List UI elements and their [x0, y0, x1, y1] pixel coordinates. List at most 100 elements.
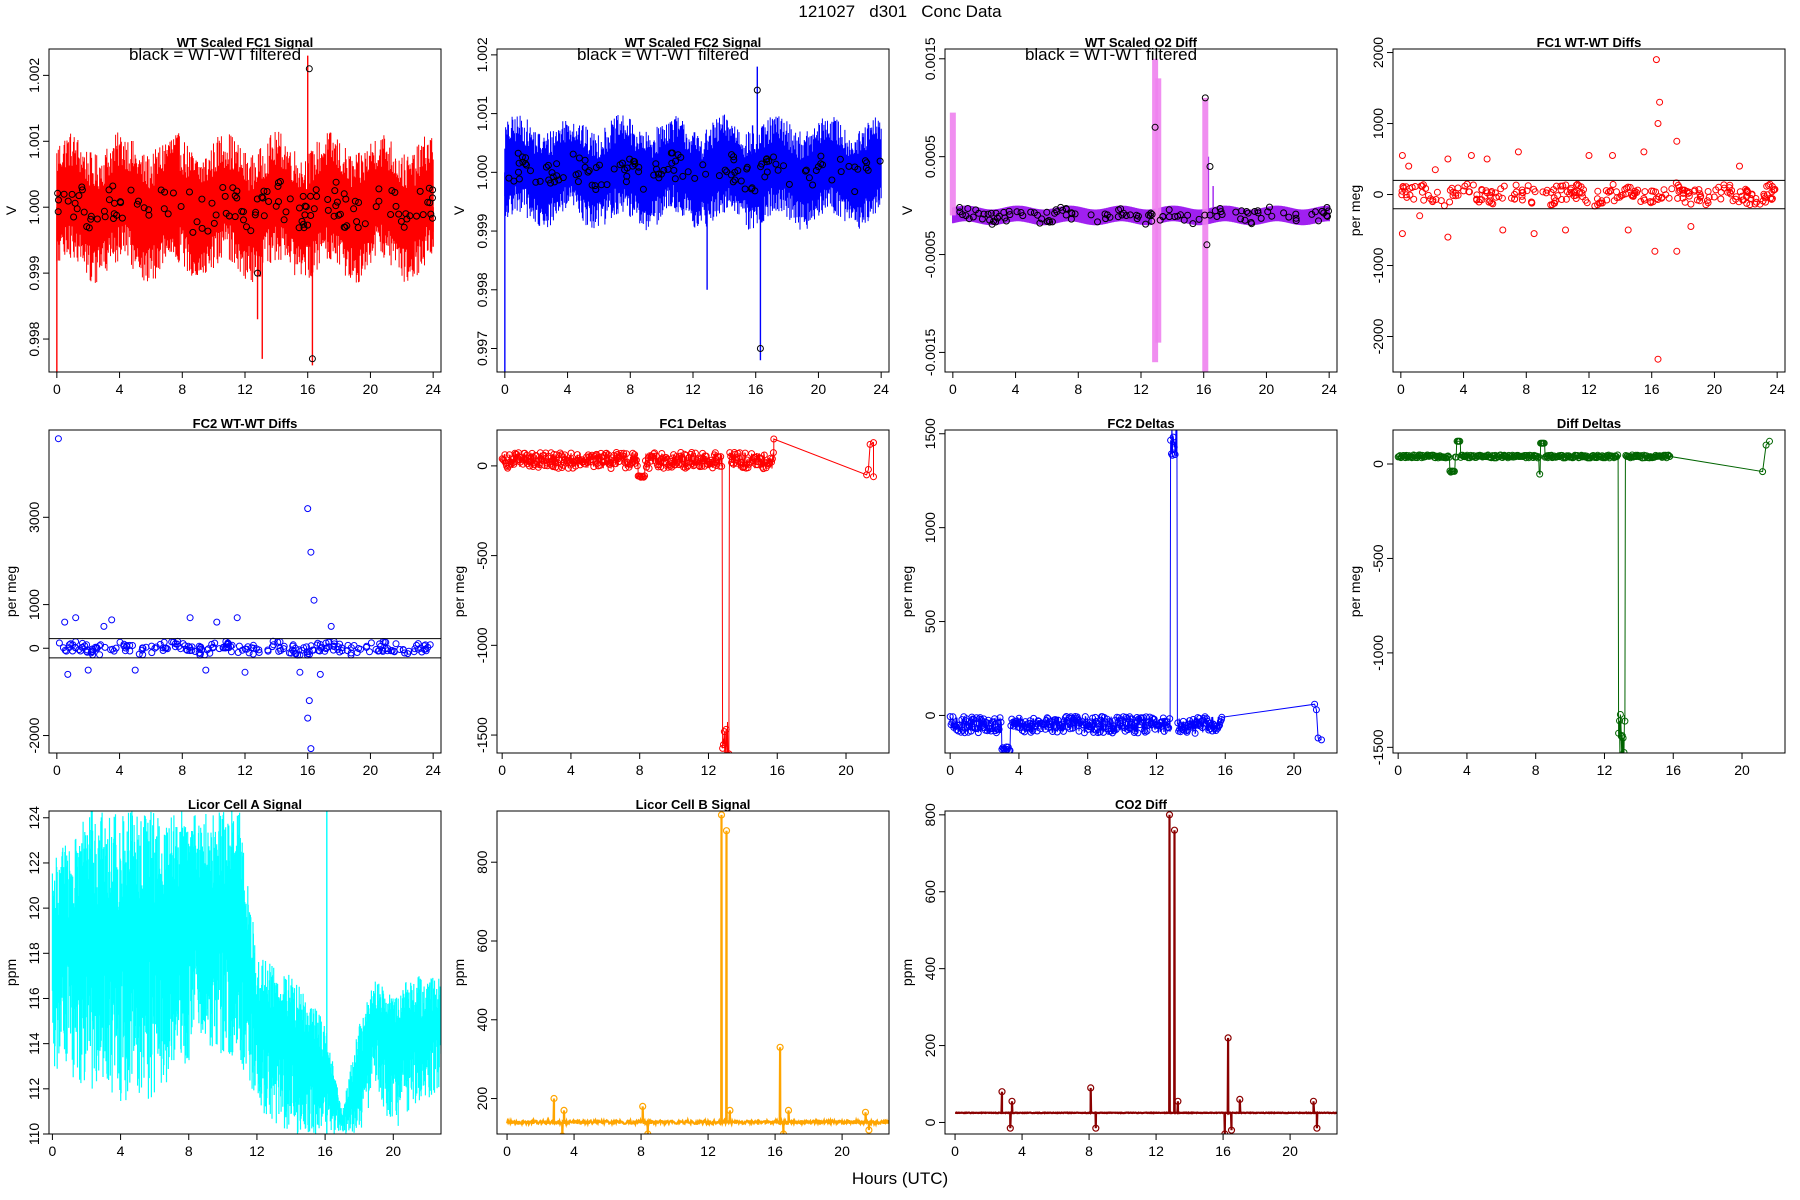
- series-p1-1-point: [429, 214, 436, 222]
- series-p2-1-point: [544, 161, 552, 169]
- series-p3-2-point: [1237, 215, 1245, 223]
- series-p1-1-point: [164, 210, 172, 218]
- xtick-label-p4-4: 16: [1644, 381, 1660, 397]
- series-p4-0-point: [1473, 195, 1481, 203]
- xtick-label-p7-3: 12: [1149, 762, 1165, 778]
- title-p3: WT Scaled O2 Diff: [1085, 35, 1198, 50]
- series-p3-2-point: [1094, 218, 1101, 226]
- series-p4-0-point: [1619, 191, 1627, 199]
- ytick-label-p4-1: -1000: [1370, 247, 1386, 283]
- series-p5-0-point: [89, 646, 97, 654]
- subtitle-p3: black = WT-WT filtered: [1025, 45, 1197, 64]
- series-p4-0-point: [1720, 184, 1728, 192]
- series-p6-0-point: [870, 473, 877, 481]
- series-p2-1-point: [629, 162, 637, 170]
- series-p4-0-point: [1679, 189, 1687, 197]
- series-p3-2-point: [984, 210, 992, 218]
- series-p4-0-point: [1641, 188, 1649, 196]
- series-p5-0-outlier-10: [213, 618, 221, 626]
- series-p1-1-point: [193, 218, 201, 226]
- series-p1-1-point: [324, 206, 332, 214]
- series-p4-0-point: [1710, 193, 1718, 201]
- series-p2-1-point: [817, 152, 825, 160]
- series-p5-0-point: [276, 644, 284, 652]
- series-p2-1-point: [547, 179, 554, 187]
- ytick-label-p5-0: -2000: [26, 717, 42, 753]
- series-p4-0-point: [1398, 191, 1406, 199]
- series-p5-0-point: [135, 650, 143, 658]
- series-p3-2-point: [1117, 205, 1125, 213]
- series-p4-0-point: [1702, 201, 1710, 209]
- series-p2-1-point: [851, 188, 859, 196]
- series-p2-1-point: [851, 163, 859, 171]
- series-p7-0-point: [1122, 713, 1130, 721]
- series-p1-1-point: [332, 202, 340, 210]
- series-p7-0-point: [985, 719, 993, 727]
- series-p7-0-point: [1066, 725, 1074, 733]
- series-p6-0-point: [629, 449, 637, 457]
- series-p5-0-outlier-16: [310, 596, 318, 604]
- series-p6-0-point: [691, 449, 699, 457]
- series-p5-0-point: [367, 639, 375, 647]
- series-p3-1-spike-1: [1152, 58, 1159, 363]
- series-p5-0-point: [387, 647, 395, 655]
- series-p5-0-point: [181, 642, 189, 650]
- series-p11-0-event-11: [1236, 1095, 1244, 1104]
- series-p4-0-point: [1419, 181, 1427, 189]
- series-p2-1-point: [836, 155, 844, 163]
- series-p3-2-point: [1102, 215, 1110, 223]
- series-p4-0-point: [1696, 197, 1704, 205]
- series-p2-1-point: [861, 157, 869, 165]
- series-p5-0-point: [399, 646, 407, 653]
- series-p3-2-point: [980, 210, 988, 218]
- series-p1-1-point: [387, 211, 395, 218]
- ytick-label-p10-1: 400: [474, 1008, 490, 1032]
- series-p4-0-outlier-9: [1499, 226, 1507, 234]
- series-p5-0-point: [305, 648, 313, 655]
- series-p1-1-point: [304, 221, 312, 229]
- series-p3-2-point: [1106, 213, 1114, 221]
- series-p3-2-point: [972, 206, 980, 214]
- series-p2-1-point: [802, 166, 810, 174]
- xtick-label-p9-3: 12: [249, 1143, 265, 1159]
- series-p4-0-outlier-6: [1444, 233, 1452, 241]
- series-p1-1-point: [221, 192, 229, 200]
- series-p7-0-point: [1060, 727, 1067, 735]
- series-p2-1-point: [723, 168, 731, 176]
- series-p3-2-point: [1195, 215, 1203, 223]
- series-p1-1-point: [272, 202, 280, 210]
- series-p6-0-point: [729, 456, 736, 463]
- series-p4-0-point: [1539, 188, 1547, 196]
- series-p8-0-point: [1666, 452, 1674, 460]
- page-title: 121027 d301 Conc Data: [798, 2, 1002, 21]
- xtick-label-p1-6: 24: [425, 381, 441, 397]
- series-p1-1-point: [189, 228, 197, 236]
- xtick-label-p5-4: 16: [300, 762, 316, 778]
- series-p4-0-outlier-16: [1640, 148, 1648, 156]
- plot-area-p6: [498, 435, 877, 753]
- series-p3-2-point: [1254, 209, 1262, 217]
- series-p5-0-outlier-20: [316, 670, 324, 678]
- series-p2-1-point: [548, 169, 556, 177]
- series-p1-1-point: [198, 195, 206, 203]
- series-p1-1-point: [161, 188, 169, 196]
- series-p6-0-point: [526, 457, 534, 465]
- ytick-label-p7-0: 0: [922, 711, 938, 719]
- series-p5-0-point: [227, 648, 235, 656]
- series-p4-0-point: [1446, 198, 1454, 206]
- series-p8-0-point: [1442, 454, 1450, 462]
- series-p6-0-point: [529, 463, 537, 470]
- series-p4-0-point: [1554, 192, 1562, 200]
- series-p5-0-point: [67, 640, 75, 648]
- series-p8-0-point: [1456, 437, 1464, 445]
- series-p2-1-point: [737, 177, 745, 185]
- series-p4-0-point: [1579, 193, 1587, 201]
- series-p6-0-point: [652, 452, 660, 460]
- series-p2-1-point: [863, 159, 871, 167]
- series-p2-1-point: [670, 166, 678, 174]
- series-p7-0-point: [971, 724, 979, 732]
- series-p4-0-outlier-18: [1656, 98, 1664, 106]
- plot-area-p10: [506, 811, 889, 1134]
- series-p6-0-point: [760, 451, 768, 459]
